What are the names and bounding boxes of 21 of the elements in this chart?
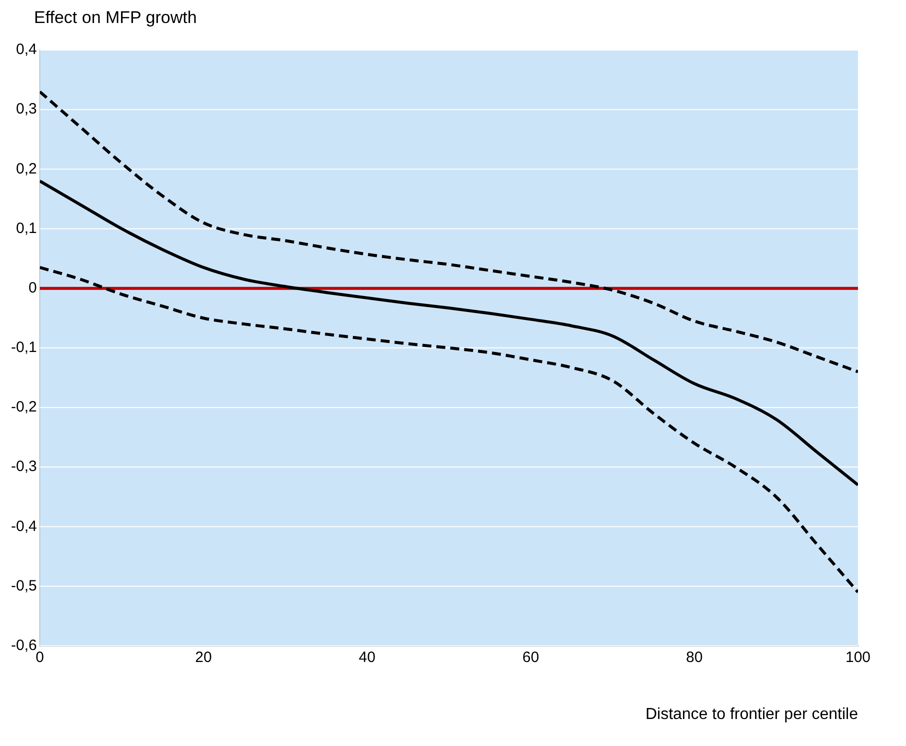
line-series [40, 90, 858, 374]
y-tick-label: -0,6 [10, 636, 37, 654]
y-tick-label: 0,3 [16, 100, 37, 118]
x-tick-label: 100 [845, 648, 871, 666]
y-tick-label: 0 [28, 279, 37, 296]
y-tick-label: -0,4 [10, 518, 37, 535]
x-tick-label: 40 [358, 648, 376, 666]
line-series [40, 266, 858, 594]
x-axis-title: Distance to frontier per centile [645, 706, 858, 723]
y-tick-label: 0,1 [16, 220, 37, 237]
y-tick-label: 0,4 [16, 41, 37, 58]
x-tick-label: 80 [686, 648, 703, 666]
line-series [40, 180, 858, 486]
y-tick-label: 0,2 [16, 160, 37, 178]
y-tick-label: -0,5 [10, 577, 37, 594]
y-tick-label: -0,2 [10, 398, 37, 416]
y-tick-label: -0,3 [10, 458, 37, 476]
y-tick-label: -0,1 [10, 339, 37, 356]
x-tick-label: 20 [195, 648, 212, 666]
x-tick-label: 60 [522, 648, 540, 666]
y-axis-title: Effect on MFP growth [33, 8, 198, 29]
